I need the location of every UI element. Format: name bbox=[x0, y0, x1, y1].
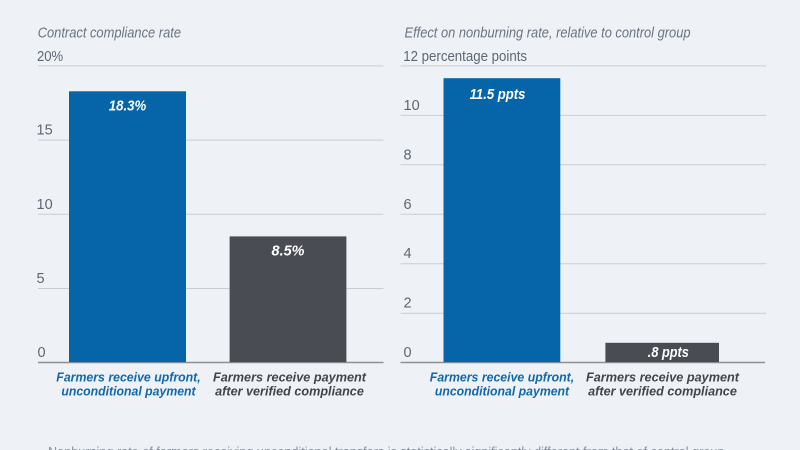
svg-text:after verified compliance: after verified compliance bbox=[215, 384, 364, 399]
svg-text:15: 15 bbox=[37, 123, 53, 139]
svg-text:0: 0 bbox=[38, 345, 46, 361]
svg-text:Farmers receive payment: Farmers receive payment bbox=[586, 370, 740, 385]
svg-text:20%: 20% bbox=[37, 48, 63, 65]
svg-text:10: 10 bbox=[404, 98, 420, 114]
svg-text:11.5 ppts: 11.5 ppts bbox=[470, 87, 526, 103]
svg-text:unconditional payment: unconditional payment bbox=[435, 384, 570, 399]
svg-text:0: 0 bbox=[404, 345, 412, 361]
svg-text:18.3%: 18.3% bbox=[109, 98, 147, 114]
svg-text:6: 6 bbox=[404, 197, 412, 213]
svg-text:2: 2 bbox=[404, 296, 412, 312]
svg-text:after verified compliance: after verified compliance bbox=[588, 384, 737, 399]
svg-text:12 percentage points: 12 percentage points bbox=[403, 48, 527, 65]
svg-text:10: 10 bbox=[37, 197, 53, 213]
svg-text:Effect on nonburning rate, rel: Effect on nonburning rate, relative to c… bbox=[405, 25, 691, 41]
svg-text:Contract compliance rate: Contract compliance rate bbox=[38, 25, 181, 41]
svg-text:Farmers receive upfront,: Farmers receive upfront, bbox=[430, 370, 574, 385]
svg-text:.8 ppts: .8 ppts bbox=[648, 345, 689, 361]
svg-text:Farmers receive payment: Farmers receive payment bbox=[213, 370, 367, 385]
svg-text:Nonburning rate of farmers rec: Nonburning rate of farmers receiving unc… bbox=[48, 444, 728, 450]
svg-text:8.5%: 8.5% bbox=[272, 243, 305, 259]
svg-text:8: 8 bbox=[404, 147, 412, 163]
svg-text:5: 5 bbox=[37, 271, 45, 287]
svg-text:Farmers receive upfront,: Farmers receive upfront, bbox=[56, 370, 200, 385]
svg-text:4: 4 bbox=[404, 246, 412, 262]
svg-text:unconditional payment: unconditional payment bbox=[61, 384, 196, 399]
